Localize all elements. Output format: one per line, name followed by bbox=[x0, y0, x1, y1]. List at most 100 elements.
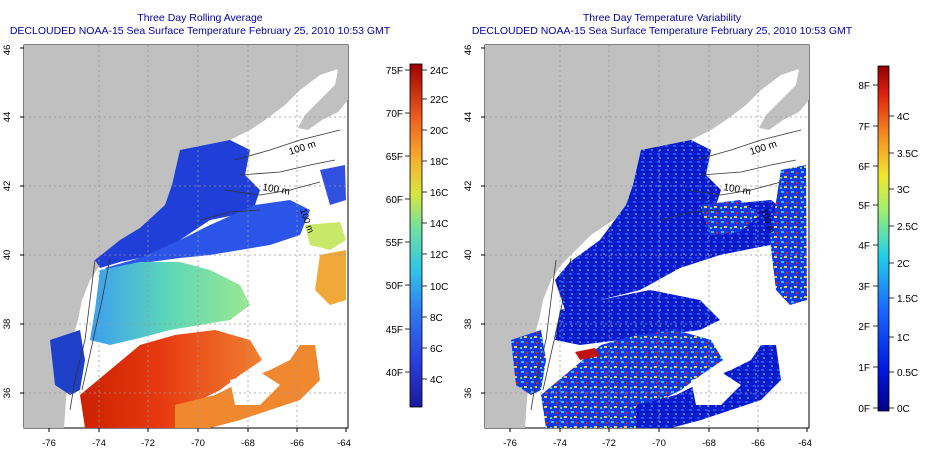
left-lat-axis: 36 38 40 42 44 46 bbox=[2, 45, 13, 399]
right-contour-label-2: 100 m bbox=[722, 182, 751, 198]
left-colorbar-c-tick: 16C bbox=[430, 188, 448, 199]
left-axis-ticks bbox=[20, 47, 347, 432]
right-colorbar-celsius: 0C 0.5C 1C 1.5C 2C 2.5C 3C 3.5C 4C bbox=[897, 112, 918, 415]
right-lat-tick: 46 bbox=[463, 45, 474, 56]
right-var-low bbox=[555, 140, 790, 310]
right-lon-tick: -64 bbox=[798, 438, 812, 449]
left-colorbar-c-tick: 24C bbox=[430, 66, 448, 77]
left-map[interactable]: 100 m 100 m 100 m 36 38 40 42 44 46 -76 … bbox=[2, 44, 351, 449]
left-lon-tick: -74 bbox=[92, 438, 106, 449]
left-colorbar-fahrenheit: 40F 45F 50F 55F 60F 65F 70F 75F bbox=[386, 66, 403, 379]
left-lat-tick: 36 bbox=[2, 388, 13, 399]
right-var-hotspot bbox=[575, 348, 600, 360]
left-map-title: Three Day Rolling Average DECLOUDED NOAA… bbox=[0, 12, 400, 38]
left-colorbar-ticks bbox=[405, 69, 427, 380]
right-map-title: Three Day Temperature Variability DECLOU… bbox=[462, 12, 862, 38]
left-colorbar-f-tick: 65F bbox=[386, 152, 403, 163]
left-lon-tick: -68 bbox=[241, 438, 255, 449]
left-cloud-gap bbox=[230, 372, 280, 405]
right-axis-ticks bbox=[481, 47, 808, 432]
left-colorbar-c-tick: 22C bbox=[430, 95, 448, 106]
left-colorbar: 40F 45F 50F 55F 60F 65F 70F 75F 4C 6C 8C… bbox=[386, 63, 448, 408]
left-colorbar-c-tick: 20C bbox=[430, 126, 448, 137]
left-colorbar-c-tick: 10C bbox=[430, 282, 448, 293]
right-lon-tick: -66 bbox=[751, 438, 765, 449]
right-colorbar-c-tick: 2C bbox=[897, 259, 910, 270]
right-var-coastal bbox=[511, 330, 546, 395]
left-colorbar-f-tick: 55F bbox=[386, 238, 403, 249]
right-lat-tick: 38 bbox=[463, 319, 474, 330]
right-var-east bbox=[770, 165, 807, 305]
right-colorbar-f-tick: 0F bbox=[858, 404, 870, 415]
right-colorbar-f-tick: 1F bbox=[858, 363, 870, 374]
left-colorbar-f-tick: 45F bbox=[386, 325, 403, 336]
left-colorbar-gradient bbox=[409, 63, 423, 408]
right-colorbar-c-tick: 1.5C bbox=[897, 294, 918, 305]
left-title-line2: DECLOUDED NOAA-15 Sea Surface Temperatur… bbox=[9, 25, 391, 37]
left-contour-label-2: 100 m bbox=[261, 182, 290, 198]
right-colorbar-f-tick: 5F bbox=[858, 201, 870, 212]
left-colorbar-c-tick: 4C bbox=[430, 375, 443, 386]
right-colorbar-f-tick: 3F bbox=[858, 282, 870, 293]
left-sst-gulfstream bbox=[80, 330, 262, 428]
right-colorbar: 0F 1F 2F 3F 4F 5F 6F 7F 8F 0C 0.5C 1C 1.… bbox=[858, 65, 918, 415]
left-colorbar-f-tick: 70F bbox=[386, 109, 403, 120]
right-colorbar-f-tick: 2F bbox=[858, 322, 870, 333]
left-colorbar-c-tick: 18C bbox=[430, 157, 448, 168]
right-lon-tick: -76 bbox=[503, 438, 517, 449]
right-lon-tick: -72 bbox=[602, 438, 616, 449]
right-lon-axis: -76 -74 -72 -70 -68 -66 -64 bbox=[503, 438, 812, 449]
right-colorbar-f-tick: 8F bbox=[858, 81, 870, 92]
left-lon-axis: -76 -74 -72 -70 -68 -66 -64 bbox=[42, 438, 351, 449]
right-lat-tick: 36 bbox=[463, 388, 474, 399]
left-colorbar-celsius: 4C 6C 8C 10C 12C 14C 16C 18C 20C 22C 24C bbox=[430, 66, 448, 386]
left-lat-tick: 46 bbox=[2, 45, 13, 56]
right-cloud-gap bbox=[691, 372, 741, 405]
right-colorbar-gradient bbox=[877, 65, 890, 412]
right-colorbar-c-tick: 4C bbox=[897, 112, 910, 123]
left-sst-cold bbox=[95, 140, 260, 268]
right-nova-scotia bbox=[759, 45, 809, 130]
left-sst-e-patch bbox=[315, 250, 346, 305]
left-lat-tick: 42 bbox=[2, 181, 13, 192]
right-title-line1: Three Day Temperature Variability bbox=[582, 12, 742, 24]
left-lon-tick: -76 bbox=[42, 438, 56, 449]
right-colorbar-c-tick: 3C bbox=[897, 185, 910, 196]
right-lat-tick: 40 bbox=[463, 250, 474, 261]
right-colorbar-ticks bbox=[873, 84, 894, 409]
right-land bbox=[485, 45, 809, 428]
left-sst-ne-patch bbox=[305, 222, 346, 250]
right-colorbar-fahrenheit: 0F 1F 2F 3F 4F 5F 6F 7F 8F bbox=[858, 81, 870, 415]
right-colorbar-f-tick: 6F bbox=[858, 162, 870, 173]
left-nova-scotia bbox=[298, 45, 348, 130]
right-lon-tick: -68 bbox=[702, 438, 716, 449]
left-colorbar-f-tick: 50F bbox=[386, 281, 403, 292]
right-colorbar-c-tick: 1C bbox=[897, 333, 910, 344]
left-bathymetry bbox=[69, 129, 341, 411]
right-graticule bbox=[485, 45, 809, 428]
right-colorbar-c-tick: 3.5C bbox=[897, 149, 918, 160]
left-colorbar-f-tick: 75F bbox=[386, 66, 403, 77]
right-map[interactable]: 100 m 100 m 100 m 36 38 40 42 44 46 -76 … bbox=[463, 44, 812, 449]
right-title-line2: DECLOUDED NOAA-15 Sea Surface Temperatur… bbox=[471, 25, 853, 37]
left-colorbar-c-tick: 8C bbox=[430, 313, 443, 324]
right-colorbar-c-tick: 0C bbox=[897, 404, 910, 415]
right-colorbar-f-tick: 4F bbox=[858, 241, 870, 252]
left-colorbar-f-tick: 60F bbox=[386, 195, 403, 206]
right-lon-tick: -74 bbox=[553, 438, 567, 449]
right-bathymetry bbox=[530, 129, 802, 411]
left-sst-cold2 bbox=[105, 200, 310, 275]
left-colorbar-f-tick: 40F bbox=[386, 368, 403, 379]
right-colorbar-c-tick: 0.5C bbox=[897, 368, 918, 379]
right-colorbar-c-tick: 2.5C bbox=[897, 222, 918, 233]
left-lat-tick: 44 bbox=[2, 112, 13, 123]
right-var-shelfedge bbox=[700, 200, 760, 235]
left-colorbar-c-tick: 6C bbox=[430, 344, 443, 355]
left-lat-tick: 38 bbox=[2, 319, 13, 330]
left-graticule bbox=[24, 45, 348, 428]
right-colorbar-f-tick: 7F bbox=[858, 122, 870, 133]
left-colorbar-c-tick: 14C bbox=[430, 219, 448, 230]
left-sst-coastal bbox=[50, 330, 85, 395]
left-colorbar-c-tick: 12C bbox=[430, 250, 448, 261]
